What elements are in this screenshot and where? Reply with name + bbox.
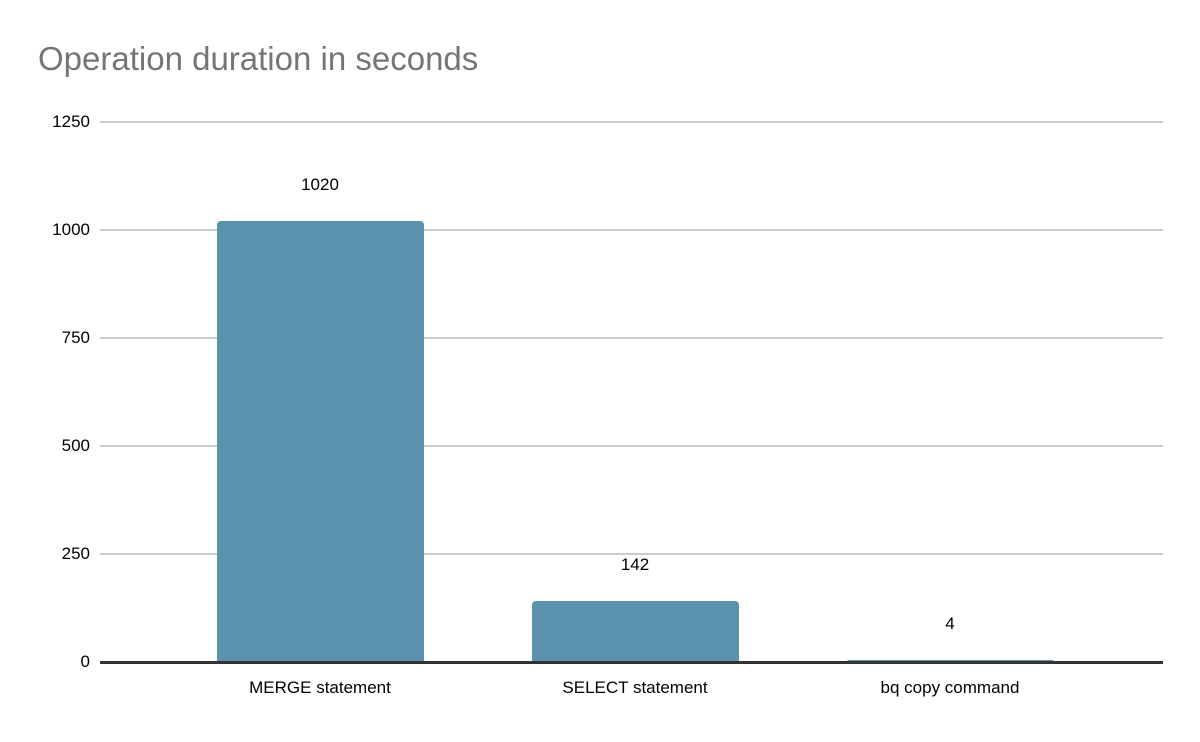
gridline <box>100 445 1163 447</box>
gridline <box>100 553 1163 555</box>
y-tick-label: 500 <box>61 436 90 455</box>
gridline <box>100 121 1163 123</box>
chart-title: Operation duration in seconds <box>38 40 479 77</box>
y-tick-label: 1250 <box>52 112 90 131</box>
y-tick-label: 1000 <box>52 220 90 239</box>
y-tick-label: 250 <box>61 544 90 563</box>
bar <box>216 221 424 662</box>
bar <box>531 600 739 662</box>
x-axis-line <box>100 661 1163 664</box>
x-category-label: bq copy command <box>880 678 1020 697</box>
bar-value-label: 142 <box>620 554 650 574</box>
gridline <box>100 337 1163 339</box>
gridline <box>100 229 1163 231</box>
y-tick-label: 0 <box>80 652 90 671</box>
bar-value-label: 1020 <box>301 175 339 195</box>
x-category-label: MERGE statement <box>249 678 391 697</box>
bar-value-label: 4 <box>945 614 955 633</box>
y-tick-label: 750 <box>61 328 90 347</box>
x-category-label: SELECT statement <box>562 678 708 697</box>
